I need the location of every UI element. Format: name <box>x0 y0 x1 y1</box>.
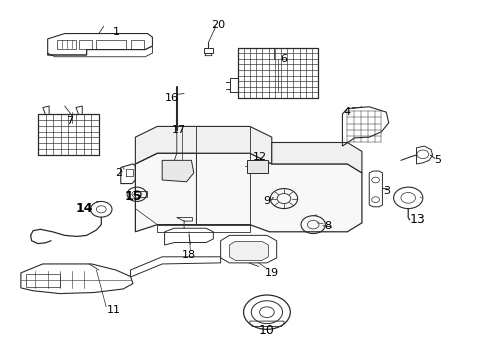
Text: 12: 12 <box>252 152 267 162</box>
Bar <box>26 274 60 287</box>
Text: 14: 14 <box>75 202 93 215</box>
Bar <box>57 40 76 49</box>
Text: 5: 5 <box>434 156 441 165</box>
Text: 7: 7 <box>66 116 73 126</box>
Text: 2: 2 <box>115 168 122 178</box>
Bar <box>79 40 92 49</box>
Text: 6: 6 <box>280 54 288 64</box>
Polygon shape <box>162 160 194 182</box>
Text: 11: 11 <box>106 305 121 315</box>
Text: 13: 13 <box>410 213 426 226</box>
Text: 18: 18 <box>182 250 196 260</box>
Text: 8: 8 <box>324 221 331 231</box>
Text: 17: 17 <box>172 125 186 135</box>
Polygon shape <box>247 160 269 173</box>
Text: 9: 9 <box>263 197 270 206</box>
Text: 19: 19 <box>265 268 279 278</box>
Text: 20: 20 <box>211 19 225 30</box>
Polygon shape <box>135 153 362 232</box>
Bar <box>97 40 125 49</box>
Bar <box>130 40 144 49</box>
Polygon shape <box>135 126 272 164</box>
Polygon shape <box>229 242 269 260</box>
Bar <box>38 114 99 155</box>
Bar <box>238 48 318 98</box>
Polygon shape <box>272 143 362 173</box>
Text: 10: 10 <box>259 324 275 337</box>
Text: 15: 15 <box>124 190 142 203</box>
Text: 3: 3 <box>383 186 390 196</box>
Text: 4: 4 <box>344 107 351 117</box>
Text: 1: 1 <box>112 27 120 37</box>
Text: 16: 16 <box>165 93 179 103</box>
